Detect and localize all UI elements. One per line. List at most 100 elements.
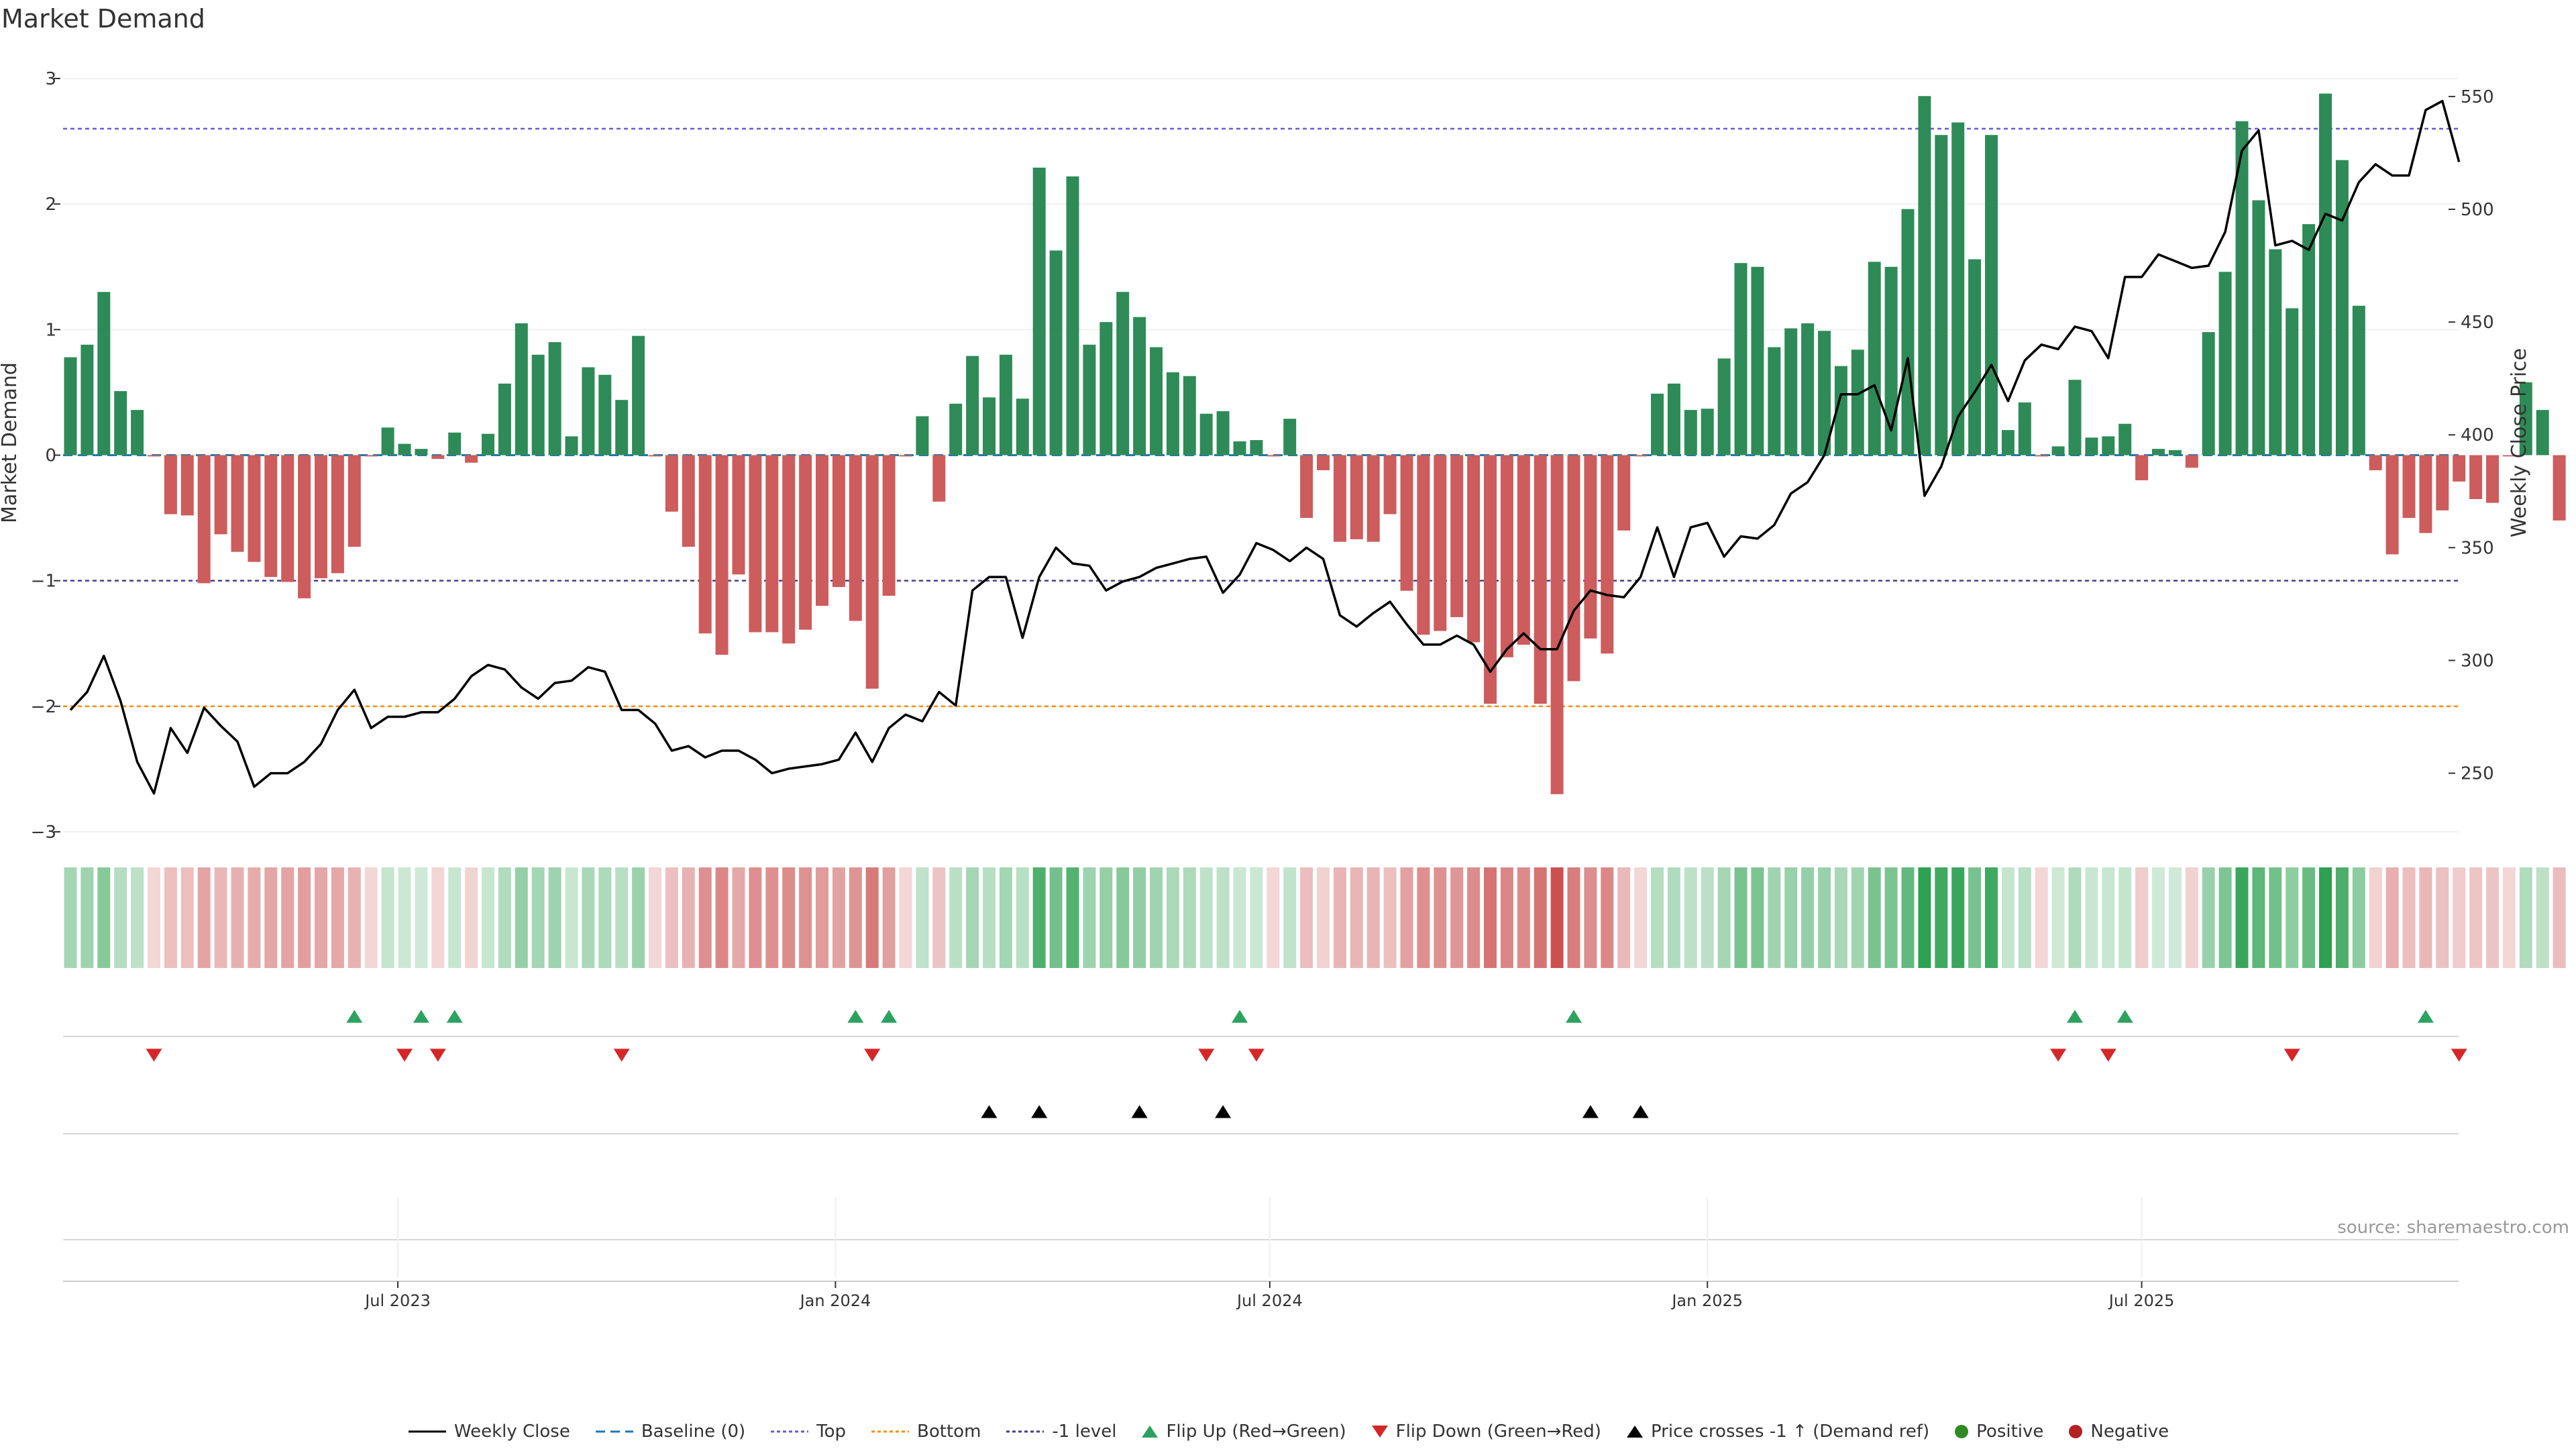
strip-cell [2436,867,2449,968]
strip-cell [632,867,645,968]
strip-cell [148,867,160,968]
strip-cell [531,867,545,968]
strip-cell [1834,867,1847,968]
demand-bar [231,455,244,552]
strip-cell [2269,867,2282,968]
strip-cell [1584,867,1597,968]
demand-bar [515,323,528,455]
demand-bar [1550,455,1564,794]
legend-item: Flip Down (Green→Red) [1371,1421,1601,1442]
demand-bar [2385,455,2399,555]
demand-bar [2453,455,2466,482]
demand-bar [749,455,762,633]
demand-bar [2252,200,2265,455]
demand-bar [1901,209,1915,455]
demand-bar [1784,328,1798,455]
strip-cell [1617,867,1631,968]
flip-down-marker [396,1049,413,1062]
demand-bar [1500,455,1513,657]
strip-cell [1383,867,1397,968]
strip-cell [2102,867,2115,968]
legend-label: -1 level [1052,1421,1117,1442]
strip-cell [2519,867,2532,968]
flip-down-marker [1198,1049,1215,1062]
demand-bar [2035,455,2048,457]
strip-cell [598,867,612,968]
source-label: source: sharemaestro.com [2337,1218,2569,1238]
strip-cell [1567,867,1580,968]
strip-cell [248,867,261,968]
strip-cell [548,867,561,968]
line-icon [407,1421,454,1442]
demand-bar [1701,409,1714,455]
strip-cell [1116,867,1130,968]
legend: Weekly Close Baseline (0) Top Bottom -1 leve… [0,1421,2576,1442]
demand-bar [1066,176,1079,455]
demand-bar [2001,430,2015,455]
strip-cell [749,867,762,968]
strip-cell [916,867,929,968]
x-axis: Jul 2023 Jan 2024 Jul 2024 Jan 2025 Jul 2025 [63,1197,2459,1310]
demand-bar [2018,402,2031,455]
demand-bar [1116,292,1130,455]
strip-cell [1049,867,1063,968]
demand-bar [865,455,879,689]
demand-bar [665,455,678,512]
flip-up-marker [2417,1010,2434,1023]
flip-up-marker [1566,1010,1582,1023]
demand-bar [1651,393,1664,455]
demand-bar [2553,455,2566,521]
demand-bar [498,383,511,455]
strip-cell [1901,867,1915,968]
demand-bar [832,455,845,588]
strip-cell [1216,867,1230,968]
demand-bar [148,455,160,457]
demand-bar [448,432,462,455]
demand-bar [966,356,979,455]
dotted-line-icon [870,1421,917,1442]
chart-title: Market Demand [1,4,205,34]
strip-cell [1550,867,1564,968]
strip-cell [1417,867,1430,968]
strip-cell [1484,867,1497,968]
legend-item: Weekly Close [407,1421,570,1442]
demand-bar [782,455,796,644]
strip-cell [131,867,144,968]
legend-label: Baseline (0) [641,1421,746,1442]
demand-bar [2102,436,2115,455]
strip-cell [1300,867,1313,968]
demand-bar [482,433,494,455]
legend-label: Flip Up (Red→Green) [1166,1421,1346,1442]
strip-cell [1851,867,1864,968]
flip-down-marker [146,1049,162,1062]
strip-cell [799,867,812,968]
demand-bar [1434,455,1447,631]
right-tick-label: 550 [2461,87,2494,107]
demand-bar [1667,383,1680,455]
demand-bar [1400,455,1413,591]
demand-bar [1467,455,1481,643]
demand-bar [632,335,645,455]
strip-cell [1283,867,1297,968]
demand-bar [849,455,862,621]
strip-cell [1267,867,1280,968]
strip-cell [2469,867,2483,968]
demand-bar [1450,455,1464,617]
demand-bar [1968,259,1982,455]
strip-cell [2385,867,2399,968]
demand-bar [1584,455,1597,639]
flip-down-marker [864,1049,881,1062]
left-tick-label: −2 [31,697,56,717]
demand-bar [1884,266,1898,455]
flip-down-marker [613,1049,630,1062]
strip-cell [882,867,896,968]
strip-cell [164,867,177,968]
demand-bar [565,436,578,455]
strip-cell [715,867,729,968]
demand-bar [932,455,946,502]
demand-bar [1267,455,1280,457]
legend-item: Bottom [870,1421,981,1442]
strip-cell [1166,867,1179,968]
demand-bar [1801,323,1815,455]
strip-cell [966,867,979,968]
